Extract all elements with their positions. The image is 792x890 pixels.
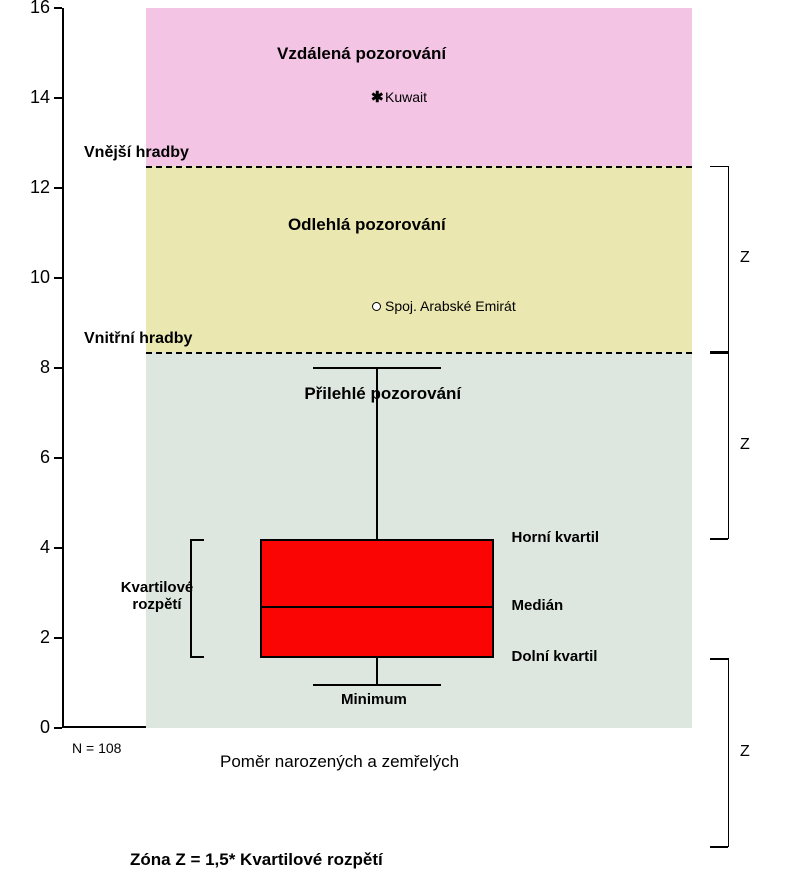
z-label: Z [740,249,750,267]
y-tick [54,637,62,639]
y-tick [54,367,62,369]
footer-note: Zóna Z = 1,5* Kvartilové rozpětí [130,850,383,870]
z-label: Z [740,743,750,761]
outlier-label: Spoj. Arabské Emirát [385,298,516,314]
y-tick-label: 8 [12,357,50,378]
whisker-cap-low [313,684,441,686]
y-tick-label: 4 [12,537,50,558]
fence-line-inner [146,352,692,354]
zone-label-distant: Vzdálená pozorování [277,44,446,64]
y-tick [54,727,62,729]
outlier-star: ✱ [371,88,384,106]
y-tick [54,457,62,459]
fence-label-inner: Vnitřní hradby [84,330,192,348]
zone-label-adjacent: Přilehlé pozorování [304,384,461,404]
y-tick [54,187,62,189]
zone-distant [146,8,692,166]
label-dolni-kvartil: Dolní kvartil [512,648,598,665]
whisker-cap-high [313,367,441,369]
label-minimum: Minimum [341,691,407,708]
iqr-box [260,539,493,658]
y-tick-label: 16 [12,0,50,18]
n-label: N = 108 [72,740,121,756]
y-tick [54,7,62,9]
label-horni-kvartil: Horní kvartil [512,529,600,546]
fence-label-outer: Vnější hradby [84,144,189,162]
label-median: Medián [512,597,564,614]
z-bracket [728,352,729,539]
y-tick-label: 12 [12,177,50,198]
fence-line-outer [146,166,692,168]
z-bracket [728,658,729,847]
z-cap [710,538,728,540]
y-tick-label: 6 [12,447,50,468]
x-axis-label: Poměr narozených a zemřelých [220,752,459,772]
iqr-cap-bot [190,656,204,658]
y-tick-label: 2 [12,627,50,648]
z-cap [710,658,728,660]
y-tick-label: 10 [12,267,50,288]
y-tick [54,547,62,549]
y-tick [54,97,62,99]
zone-outliers [146,166,692,353]
median-line [260,606,493,608]
y-tick [54,277,62,279]
z-cap [710,166,728,168]
y-tick-label: 14 [12,87,50,108]
chart-container: 0 2 4 6 8 10 12 14 16 Vzdálená pozorování Odlehlá… [0,0,792,890]
label-kvartilove-rozpeti: Kvartilovérozpětí [102,579,212,613]
z-cap [710,846,728,848]
y-tick-label: 0 [12,717,50,738]
z-bracket [728,166,729,353]
z-label: Z [740,436,750,454]
outlier-label: Kuwait [385,89,427,105]
iqr-cap-top [190,539,204,541]
zone-label-outliers: Odlehlá pozorování [288,215,446,235]
z-cap [710,352,728,354]
